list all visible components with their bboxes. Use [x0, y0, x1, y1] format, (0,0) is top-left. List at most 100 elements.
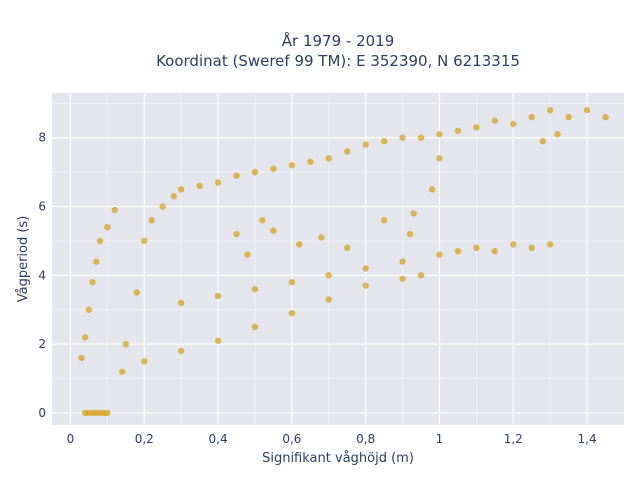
plot-area — [52, 93, 624, 425]
scatter-point — [104, 223, 111, 231]
scatter-point — [554, 131, 561, 138]
scatter-point — [380, 217, 388, 224]
scatter-point — [473, 244, 480, 252]
scatter-point — [546, 107, 554, 114]
scatter-point — [436, 131, 443, 138]
scatter-point — [362, 141, 369, 148]
y-tick-label: 6 — [38, 200, 46, 214]
scatter-point — [214, 179, 222, 186]
scatter-point — [344, 148, 351, 155]
scatter-point — [296, 241, 303, 248]
y-tick-label: 4 — [38, 268, 46, 282]
chart-title: År 1979 - 2019 — [282, 31, 395, 50]
scatter-point — [93, 258, 100, 265]
scatter-point — [583, 107, 591, 114]
scatter-point — [325, 272, 332, 279]
x-axis-ticks: 0 0,2 0,4 0,6 0,8 1 1,2 1,4 — [67, 432, 597, 446]
scatter-point — [288, 309, 296, 317]
scatter-point — [85, 306, 93, 313]
scatter-point — [270, 227, 277, 234]
scatter-point — [122, 340, 130, 348]
scatter-point — [454, 127, 462, 135]
scatter-point — [214, 337, 222, 344]
y-tick-label: 8 — [38, 131, 46, 145]
y-tick-label: 2 — [38, 337, 46, 351]
scatter-point — [307, 158, 314, 166]
scatter-point — [251, 323, 259, 331]
scatter-point — [104, 409, 111, 417]
scatter-point — [406, 230, 414, 238]
scatter-point — [565, 113, 572, 121]
scatter-point — [251, 285, 259, 293]
x-tick-label: 1 — [436, 432, 444, 446]
scatter-point — [259, 217, 266, 224]
scatter-point — [399, 134, 406, 141]
scatter-point — [196, 182, 203, 190]
scatter-point — [417, 272, 425, 279]
scatter-point — [399, 275, 406, 282]
scatter-point — [177, 347, 185, 355]
scatter-point — [78, 354, 85, 362]
scatter-point — [118, 368, 126, 375]
scatter-point — [510, 120, 517, 128]
scatter-point — [244, 251, 251, 258]
scatter-point — [89, 279, 96, 286]
scatter-point — [177, 186, 185, 193]
scatter-point — [380, 137, 388, 145]
scatter-point — [177, 299, 185, 307]
scatter-point — [325, 296, 332, 303]
x-tick-label: 1,4 — [578, 432, 597, 446]
chart-subtitle: Koordinat (Sweref 99 TM): E 352390, N 62… — [156, 52, 520, 70]
scatter-point — [170, 193, 177, 200]
y-axis-title: Vågperiod (s) — [16, 216, 31, 303]
scatter-point — [410, 210, 417, 217]
x-tick-label: 0,2 — [135, 432, 154, 446]
scatter-point — [362, 265, 369, 272]
scatter-point — [344, 244, 351, 252]
scatter-point — [270, 165, 277, 172]
scatter-point — [436, 155, 443, 162]
scatter-point — [528, 244, 535, 252]
x-axis-title: Signifikant våghöjd (m) — [262, 451, 414, 466]
y-tick-label: 0 — [38, 406, 46, 420]
x-tick-label: 0 — [67, 432, 75, 446]
scatter-point — [417, 134, 425, 141]
scatter-point — [428, 186, 436, 193]
scatter-point — [318, 234, 325, 241]
scatter-point — [96, 237, 104, 245]
scatter-point — [82, 334, 89, 341]
scatter-point — [454, 248, 462, 255]
scatter-point — [111, 206, 118, 214]
scatter-point — [141, 358, 148, 365]
scatter-point — [325, 155, 332, 162]
scatter-point — [436, 251, 443, 258]
scatter-point — [362, 282, 369, 289]
scatter-point — [288, 279, 296, 286]
scatter-point — [141, 237, 148, 245]
scatter-point — [539, 137, 547, 145]
x-tick-label: 1,2 — [504, 432, 523, 446]
scatter-point — [148, 217, 155, 224]
scatter-point — [491, 248, 499, 255]
scatter-point — [214, 292, 222, 300]
scatter-points — [78, 107, 609, 417]
x-tick-label: 0,6 — [282, 432, 301, 446]
grid-lines — [52, 93, 624, 425]
scatter-point — [133, 289, 141, 296]
scatter-point — [288, 162, 296, 169]
scatter-point — [491, 117, 499, 124]
x-tick-label: 0,4 — [209, 432, 228, 446]
scatter-point — [602, 113, 609, 121]
y-axis-ticks: 0 2 4 6 8 — [38, 131, 46, 420]
scatter-point — [233, 172, 240, 179]
x-tick-label: 0,8 — [356, 432, 375, 446]
scatter-point — [528, 113, 535, 121]
scatter-point — [159, 203, 166, 210]
scatter-point — [251, 168, 259, 176]
scatter-point — [510, 241, 517, 248]
scatter-point — [546, 241, 554, 248]
scatter-point — [233, 230, 240, 238]
scatter-point — [399, 258, 406, 265]
scatter-point — [473, 124, 480, 131]
